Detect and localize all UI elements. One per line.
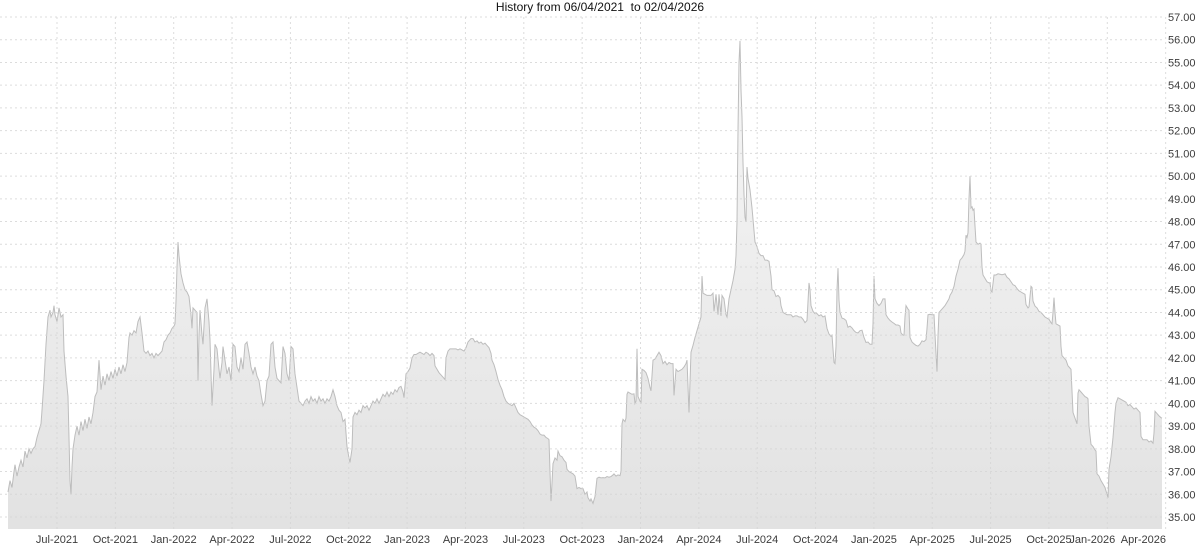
y-tick-label: 56.00 [1168, 35, 1196, 47]
x-tick-label: Jan-2022 [151, 534, 197, 546]
x-tick-label: Jul-2024 [736, 534, 778, 546]
y-tick-label: 51.00 [1168, 148, 1196, 160]
price-line [7, 40, 1163, 505]
x-tick-label: Apr-2025 [910, 534, 955, 546]
y-tick-label: 54.00 [1168, 80, 1196, 92]
x-tick-label: Apr-2023 [443, 534, 488, 546]
x-tick-label: Jan-2024 [618, 534, 664, 546]
x-tick-label: Jan-2026 [1069, 534, 1115, 546]
x-tick-label: Jan-2025 [851, 534, 897, 546]
x-tick-label: Apr-2026 [1121, 534, 1166, 546]
x-tick-label: Oct-2022 [326, 534, 371, 546]
y-tick-label: 47.00 [1168, 239, 1196, 251]
y-tick-label: 41.00 [1168, 376, 1196, 388]
y-tick-label: 57.00 [1168, 12, 1196, 24]
y-tick-label: 37.00 [1168, 467, 1196, 479]
x-tick-label: Apr-2024 [676, 534, 721, 546]
x-tick-label: Oct-2024 [793, 534, 838, 546]
x-axis-labels: Jul-2021 Oct-2021 Jan-2022 Apr-2022 Jul-2022… [36, 534, 1166, 546]
y-tick-label: 46.00 [1168, 262, 1196, 274]
area-fill [8, 40, 1162, 530]
y-tick-label: 36.00 [1168, 489, 1196, 501]
x-tick-label: Oct-2025 [1026, 534, 1071, 546]
y-tick-label: 55.00 [1168, 57, 1196, 69]
x-tick-label: Jul-2025 [969, 534, 1011, 546]
x-tick-label: Oct-2021 [93, 534, 138, 546]
y-tick-label: 43.00 [1168, 330, 1196, 342]
x-tick-label: Jul-2021 [36, 534, 78, 546]
y-tick-label: 40.00 [1168, 398, 1196, 410]
x-tick-label: Apr-2022 [209, 534, 254, 546]
y-tick-label: 45.00 [1168, 285, 1196, 297]
x-tick-label: Jul-2023 [503, 534, 545, 546]
x-tick-label: Jan-2023 [384, 534, 430, 546]
y-tick-label: 50.00 [1168, 171, 1196, 183]
y-tick-label: 53.00 [1168, 103, 1196, 115]
y-tick-label: 39.00 [1168, 421, 1196, 433]
y-tick-label: 38.00 [1168, 444, 1196, 456]
gridlines [0, 16, 1167, 529]
y-tick-label: 35.00 [1168, 512, 1196, 524]
area-series [7, 40, 1163, 530]
x-tick-label: Oct-2023 [560, 534, 605, 546]
y-tick-label: 48.00 [1168, 217, 1196, 229]
x-tick-label: Jul-2022 [269, 534, 311, 546]
y-tick-label: 44.00 [1168, 307, 1196, 319]
y-axis-labels: 57.00 56.00 55.00 54.00 53.00 52.00 51.00 50.00… [1168, 12, 1196, 524]
chart-title: History from 06/04/2021 to 02/04/2026 [495, 0, 705, 14]
y-tick-label: 42.00 [1168, 353, 1196, 365]
y-tick-label: 49.00 [1168, 194, 1196, 206]
y-tick-label: 52.00 [1168, 126, 1196, 138]
